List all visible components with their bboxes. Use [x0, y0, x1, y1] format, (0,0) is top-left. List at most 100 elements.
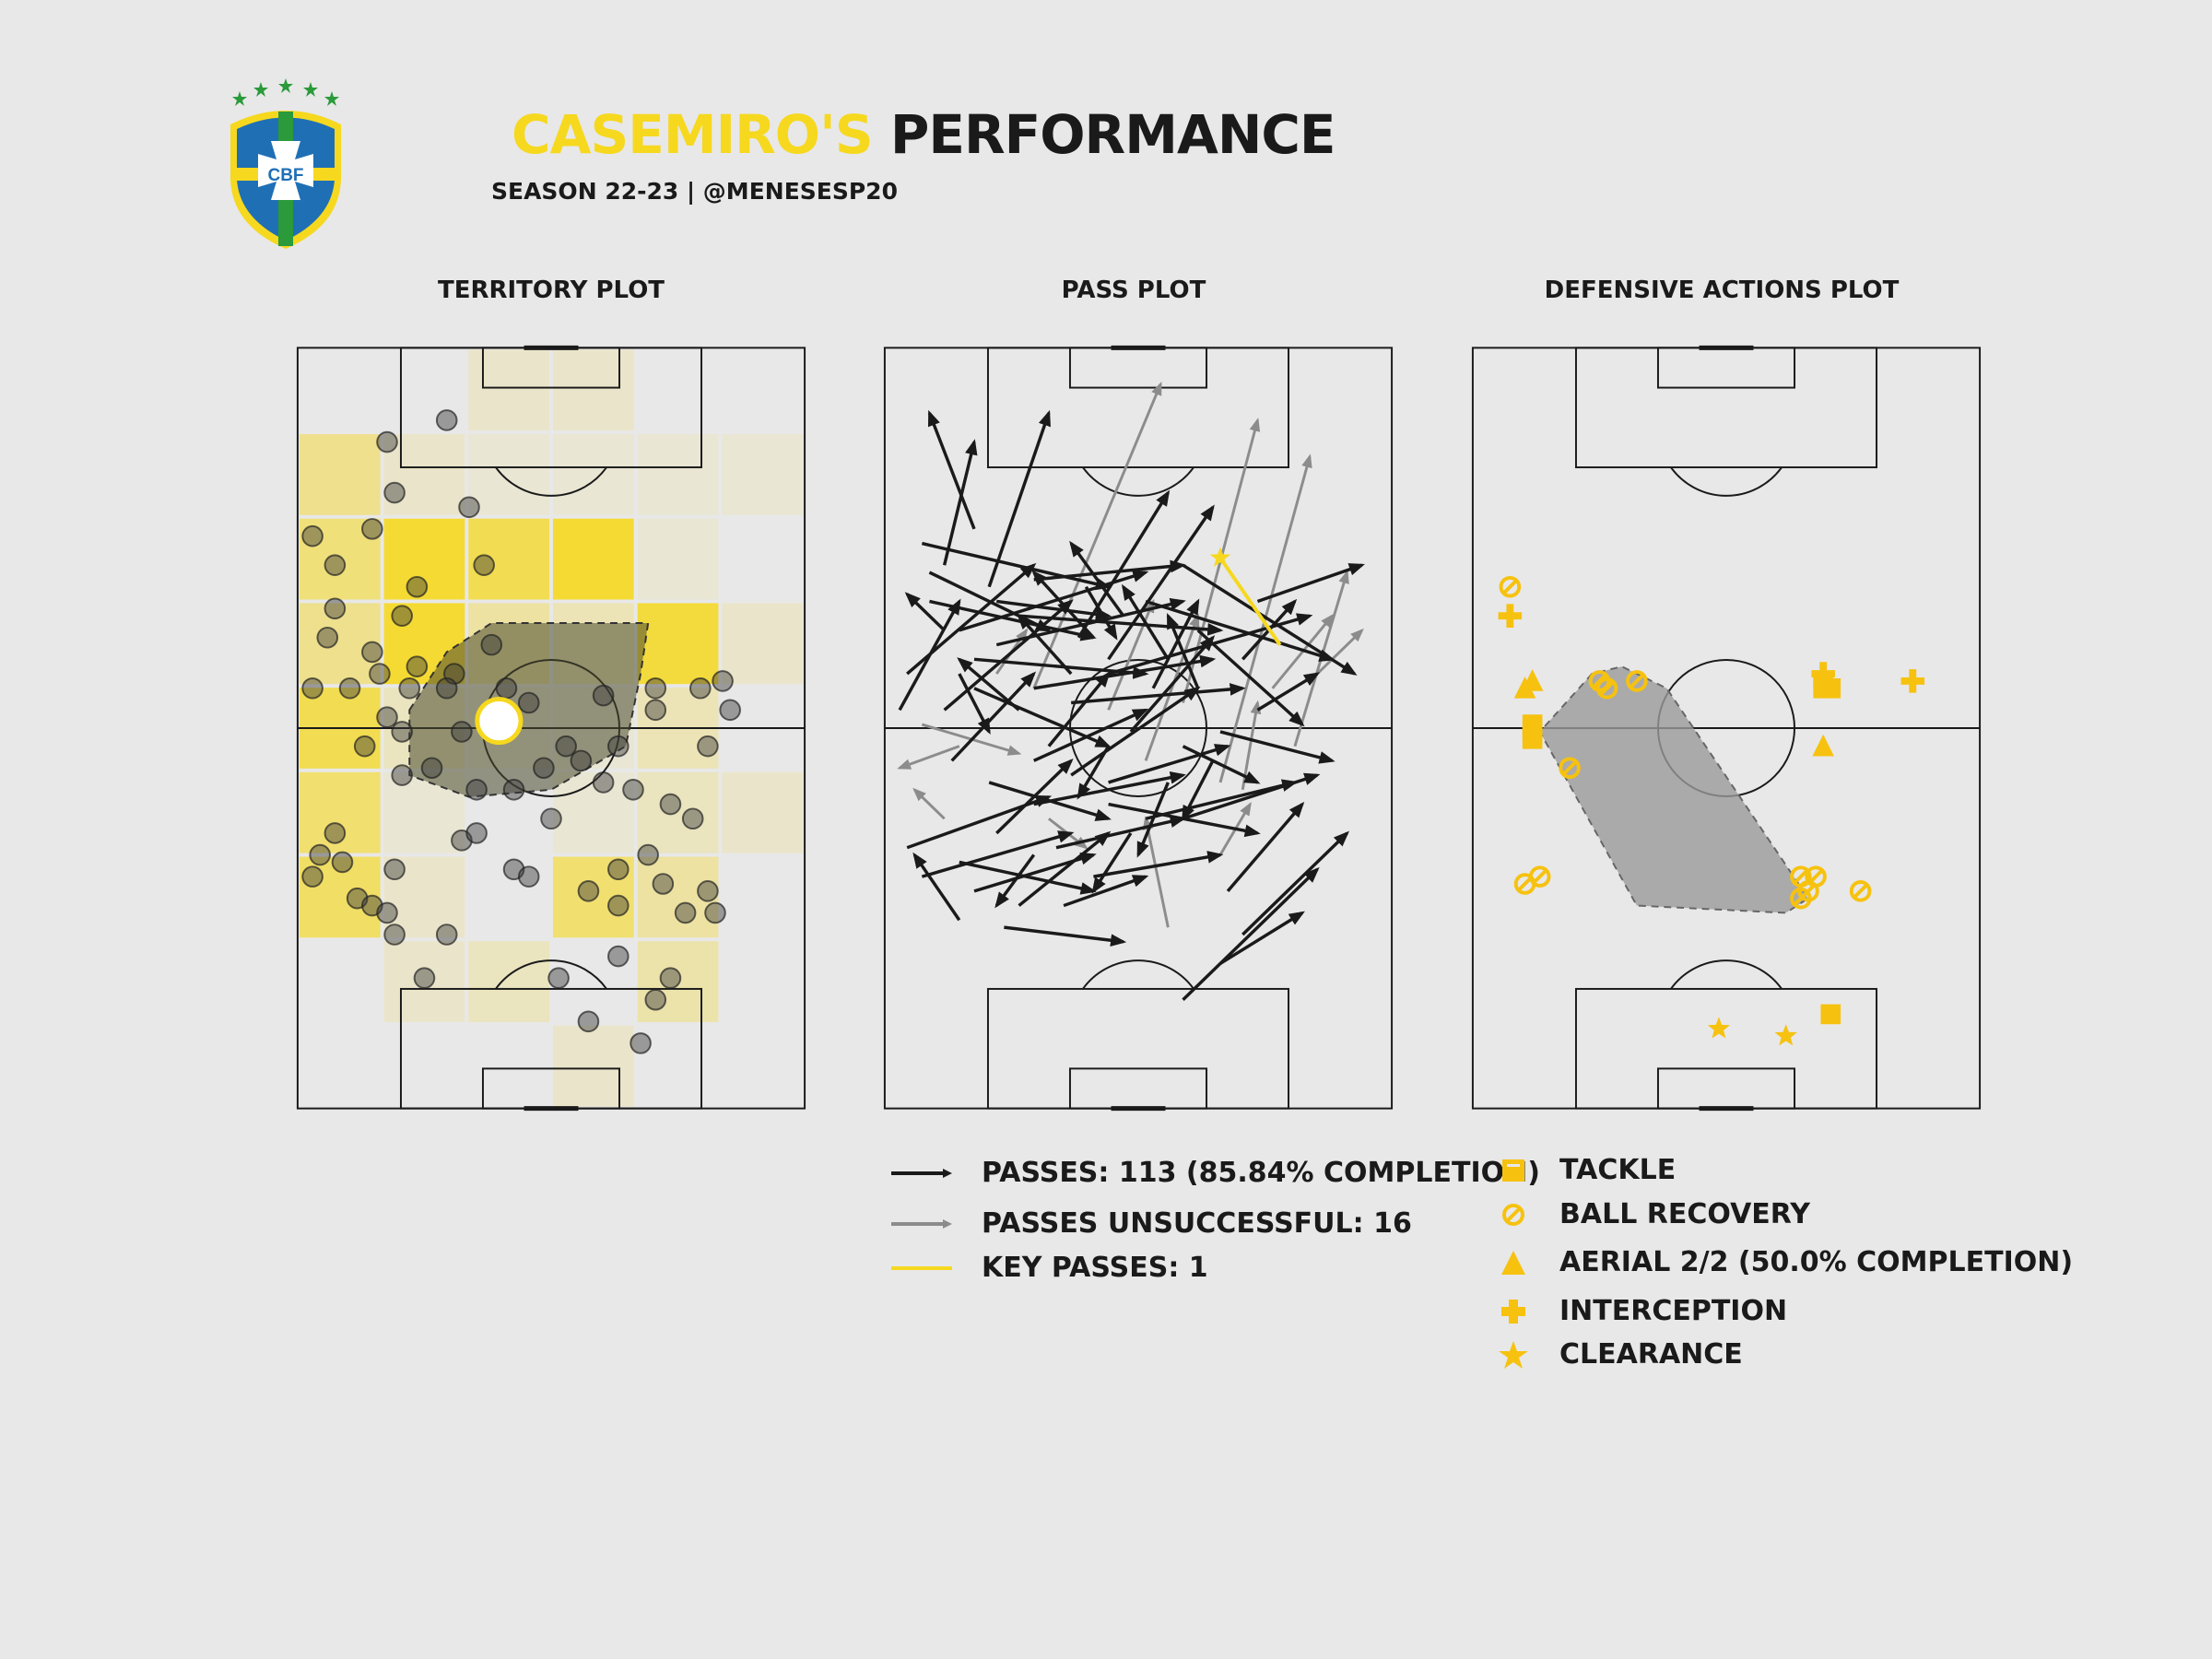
successful-pass: [1018, 830, 1112, 907]
legend-clearance-label: CLEARANCE: [1559, 1338, 1743, 1371]
successful-pass: [921, 830, 1075, 878]
successful-pass: [1241, 830, 1350, 936]
touch-point: [697, 735, 719, 758]
unsuccessful-pass: [912, 787, 946, 820]
heat-bin: [637, 518, 719, 600]
touch-point: [644, 988, 667, 1011]
legend-passes-label: PASSES: 113 (85.84% COMPLETION): [982, 1157, 1540, 1189]
interception-marker: [1498, 604, 1523, 628]
touch-point: [495, 677, 518, 700]
touch-point: [301, 865, 324, 888]
touch-point: [681, 807, 704, 830]
touch-point: [383, 858, 406, 881]
touch-point: [435, 409, 458, 431]
successful-pass: [995, 758, 1074, 835]
successful-pass: [1071, 683, 1246, 705]
touch-point: [517, 691, 540, 714]
touch-point: [435, 924, 458, 946]
heat-bin: [722, 434, 804, 515]
successful-pass: [1136, 782, 1170, 858]
touch-point: [324, 597, 347, 620]
touch-point: [338, 677, 361, 700]
legend-aerial-label: AERIAL 2/2 (50.0% COMPLETION): [1559, 1246, 2074, 1278]
successful-pass: [898, 598, 961, 712]
touch-point: [577, 880, 600, 902]
legend-interception-label: INTERCEPTION: [1559, 1295, 1788, 1327]
legend-tackle: TACKLE: [1495, 1154, 1676, 1186]
top-penalty-area: [986, 347, 1290, 469]
successful-pass: [942, 439, 978, 566]
top-penalty-area: [1574, 347, 1878, 469]
subtitle: SEASON 22-23 | @MENESESP20: [491, 178, 898, 205]
successful-pass: [1033, 559, 1186, 582]
unsuccessful-pass: [1142, 816, 1170, 928]
ball-recovery-marker: [1626, 670, 1648, 692]
unsuccessful-pass: [1293, 570, 1349, 747]
defensive-pitch: [1471, 345, 1982, 1112]
successful-pass: [1033, 654, 1217, 690]
bottom-penalty-arc: [1670, 959, 1783, 990]
successful-pass: [1256, 672, 1321, 712]
top-penalty-arc: [495, 466, 607, 497]
interception-icon: [1501, 1299, 1525, 1324]
interception-marker: [1900, 669, 1925, 693]
unsuccessful-pass: [1218, 453, 1312, 783]
touch-point: [369, 663, 391, 685]
heat-bin: [637, 771, 719, 853]
touch-point: [719, 699, 741, 722]
legend-aerial: AERIAL 2/2 (50.0% COMPLETION): [1495, 1246, 2073, 1278]
heat-bin: [468, 518, 550, 600]
tackle-icon: [1502, 1159, 1524, 1182]
successful-pass: [1093, 851, 1224, 878]
defensive-actions: [1498, 575, 1925, 1046]
title-performance: PERFORMANCE: [889, 103, 1336, 166]
successful-pass: [1069, 540, 1125, 618]
successful-pass: [1181, 759, 1215, 822]
successful-pass: [1182, 866, 1320, 1001]
average-position: [475, 697, 524, 746]
touch-point: [406, 575, 429, 598]
top-penalty-arc: [1082, 466, 1194, 497]
legend-passes: PASSES: 113 (85.84% COMPLETION): [889, 1157, 1540, 1189]
touch-point: [637, 843, 659, 866]
successful-pass: [950, 671, 1037, 762]
successful-pass: [912, 852, 961, 922]
tackle-marker: [1820, 1004, 1841, 1025]
ball-recovery-marker: [1849, 880, 1872, 902]
successful-pass: [987, 409, 1051, 588]
touch-point: [361, 641, 383, 664]
touch-point: [465, 822, 488, 844]
successful-pass: [1219, 730, 1335, 764]
touch-point: [697, 880, 719, 902]
touch-point: [517, 865, 540, 888]
heat-bin: [383, 518, 465, 600]
bottom-six-yard-box: [1068, 1067, 1208, 1110]
legend-recovery-label: BALL RECOVERY: [1559, 1198, 1810, 1230]
ball-recovery-icon: [1502, 1203, 1524, 1226]
aerial-marker: [1513, 677, 1536, 699]
touch-point: [383, 924, 406, 946]
touch-point: [376, 706, 398, 728]
legend-recovery: BALL RECOVERY: [1495, 1198, 1810, 1230]
touch-point: [473, 554, 495, 576]
touch-point: [398, 677, 421, 700]
touch-point: [465, 779, 488, 801]
touch-point: [451, 721, 473, 743]
unsuccessful-pass: [1316, 628, 1364, 676]
touch-point: [659, 967, 682, 989]
successful-pass: [1182, 772, 1321, 820]
pass-arrow-icon: [891, 1168, 952, 1178]
interception-marker: [1811, 662, 1835, 686]
touch-point: [607, 735, 629, 758]
legend-key-label: KEY PASSES: 1: [982, 1252, 1208, 1284]
tackle-marker: [1813, 677, 1833, 699]
heat-bin: [383, 941, 465, 1022]
logo-text: CBF: [267, 166, 303, 185]
touches: [301, 409, 741, 1054]
unsuccessful-pass: [1032, 381, 1162, 689]
legend-unsuccessful: PASSES UNSUCCESSFUL: 16: [889, 1207, 1412, 1240]
bottom-penalty-arc: [495, 959, 607, 990]
touch-point: [324, 822, 347, 844]
ball-recovery-marker: [1499, 575, 1522, 598]
top-six-yard-box: [1656, 347, 1796, 389]
